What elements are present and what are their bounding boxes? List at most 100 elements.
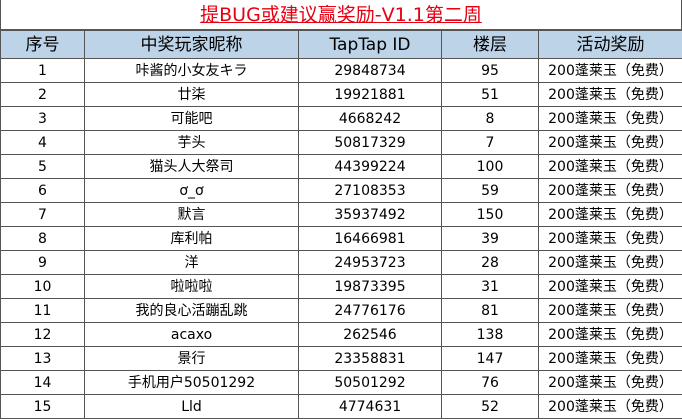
cell-index: 12 [1,323,85,347]
cell-floor: 147 [442,347,539,371]
cell-floor: 52 [442,395,539,419]
cell-reward: 200蓬莱玉（免费） [539,395,682,419]
cell-reward: 200蓬莱玉（免费） [539,83,682,107]
cell-taptap-id: 24953723 [299,251,442,275]
cell-index: 4 [1,131,85,155]
cell-reward: 200蓬莱玉（免费） [539,179,682,203]
cell-nickname: 廿柒 [85,83,299,107]
cell-taptap-id: 23358831 [299,347,442,371]
cell-reward: 200蓬莱玉（免费） [539,323,682,347]
header-nickname: 中奖玩家昵称 [85,31,299,59]
cell-nickname: acaxo [85,323,299,347]
cell-floor: 28 [442,251,539,275]
cell-floor: 100 [442,155,539,179]
cell-floor: 138 [442,323,539,347]
cell-index: 2 [1,83,85,107]
cell-taptap-id: 16466981 [299,227,442,251]
cell-taptap-id: 27108353 [299,179,442,203]
cell-nickname: 可能吧 [85,107,299,131]
cell-nickname: ơ_ơ [85,179,299,203]
cell-reward: 200蓬莱玉（免费） [539,59,682,83]
cell-taptap-id: 19873395 [299,275,442,299]
cell-nickname: 猫头人大祭司 [85,155,299,179]
cell-reward: 200蓬莱玉（免费） [539,155,682,179]
cell-index: 1 [1,59,85,83]
cell-reward: 200蓬莱玉（免费） [539,131,682,155]
cell-taptap-id: 50501292 [299,371,442,395]
cell-floor: 76 [442,371,539,395]
cell-nickname: 啦啦啦 [85,275,299,299]
cell-nickname: 洋 [85,251,299,275]
cell-taptap-id: 24776176 [299,299,442,323]
cell-index: 15 [1,395,85,419]
header-index: 序号 [1,31,85,59]
cell-index: 7 [1,203,85,227]
cell-floor: 150 [442,203,539,227]
cell-floor: 59 [442,179,539,203]
cell-index: 10 [1,275,85,299]
cell-taptap-id: 35937492 [299,203,442,227]
cell-floor: 81 [442,299,539,323]
spreadsheet: 提BUG或建议赢奖励-V1.1第二周 序号 中奖玩家昵称 TapTap ID 楼… [0,0,682,406]
cell-reward: 200蓬莱玉（免费） [539,275,682,299]
cell-nickname: 芋头 [85,131,299,155]
cell-nickname: 库利帕 [85,227,299,251]
cell-taptap-id: 50817329 [299,131,442,155]
cell-reward: 200蓬莱玉（免费） [539,371,682,395]
header-reward: 活动奖励 [539,31,682,59]
cell-index: 6 [1,179,85,203]
cell-floor: 31 [442,275,539,299]
sheet-title: 提BUG或建议赢奖励-V1.1第二周 [0,0,682,30]
cell-taptap-id: 4774631 [299,395,442,419]
cell-taptap-id: 4668242 [299,107,442,131]
cell-index: 5 [1,155,85,179]
header-row: 序号 中奖玩家昵称 TapTap ID 楼层 活动奖励 [1,31,682,59]
cell-reward: 200蓬莱玉（免费） [539,347,682,371]
cell-nickname: 手机用户50501292 [85,371,299,395]
cell-floor: 7 [442,131,539,155]
cell-index: 11 [1,299,85,323]
cell-reward: 200蓬莱玉（免费） [539,203,682,227]
cell-nickname: Lld [85,395,299,419]
cell-index: 13 [1,347,85,371]
cell-reward: 200蓬莱玉（免费） [539,107,682,131]
cell-nickname: 默言 [85,203,299,227]
cell-taptap-id: 262546 [299,323,442,347]
header-floor: 楼层 [442,31,539,59]
cell-index: 3 [1,107,85,131]
cell-reward: 200蓬莱玉（免费） [539,227,682,251]
cell-nickname: 我的良心活蹦乱跳 [85,299,299,323]
cell-taptap-id: 44399224 [299,155,442,179]
cell-reward: 200蓬莱玉（免费） [539,251,682,275]
cell-nickname: 景行 [85,347,299,371]
cell-index: 8 [1,227,85,251]
cell-taptap-id: 29848734 [299,59,442,83]
cell-taptap-id: 19921881 [299,83,442,107]
header-taptap-id: TapTap ID [299,31,442,59]
cell-floor: 8 [442,107,539,131]
cell-floor: 51 [442,83,539,107]
cell-index: 14 [1,371,85,395]
cell-index: 9 [1,251,85,275]
cell-floor: 95 [442,59,539,83]
cell-floor: 39 [442,227,539,251]
cell-reward: 200蓬莱玉（免费） [539,299,682,323]
cell-nickname: 咔酱的小女友キラ [85,59,299,83]
